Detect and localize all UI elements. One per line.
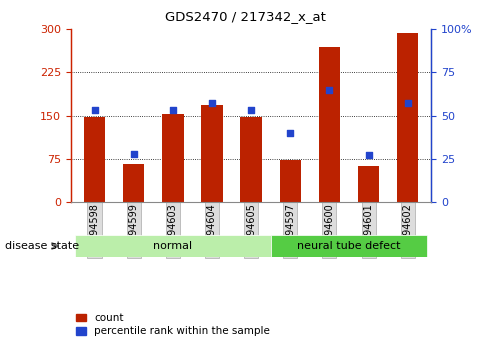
Bar xyxy=(75,235,270,257)
Point xyxy=(365,152,372,158)
Bar xyxy=(358,166,379,202)
Point xyxy=(169,108,177,113)
Bar xyxy=(162,115,184,202)
Bar xyxy=(270,235,427,257)
Point xyxy=(247,108,255,113)
Point xyxy=(286,130,294,136)
Point xyxy=(208,101,216,106)
Text: neural tube defect: neural tube defect xyxy=(297,241,401,251)
Bar xyxy=(241,117,262,202)
Point xyxy=(404,101,412,106)
Bar xyxy=(318,47,340,202)
Bar xyxy=(123,165,145,202)
Bar xyxy=(84,117,105,202)
Point xyxy=(325,87,333,92)
Point xyxy=(130,151,138,156)
Legend: count, percentile rank within the sample: count, percentile rank within the sample xyxy=(76,313,270,336)
Point xyxy=(91,108,98,113)
Bar xyxy=(201,105,223,202)
Text: disease state: disease state xyxy=(5,241,79,251)
Bar xyxy=(279,160,301,202)
Text: normal: normal xyxy=(153,241,193,251)
Text: GDS2470 / 217342_x_at: GDS2470 / 217342_x_at xyxy=(165,10,325,23)
Bar xyxy=(397,33,418,202)
